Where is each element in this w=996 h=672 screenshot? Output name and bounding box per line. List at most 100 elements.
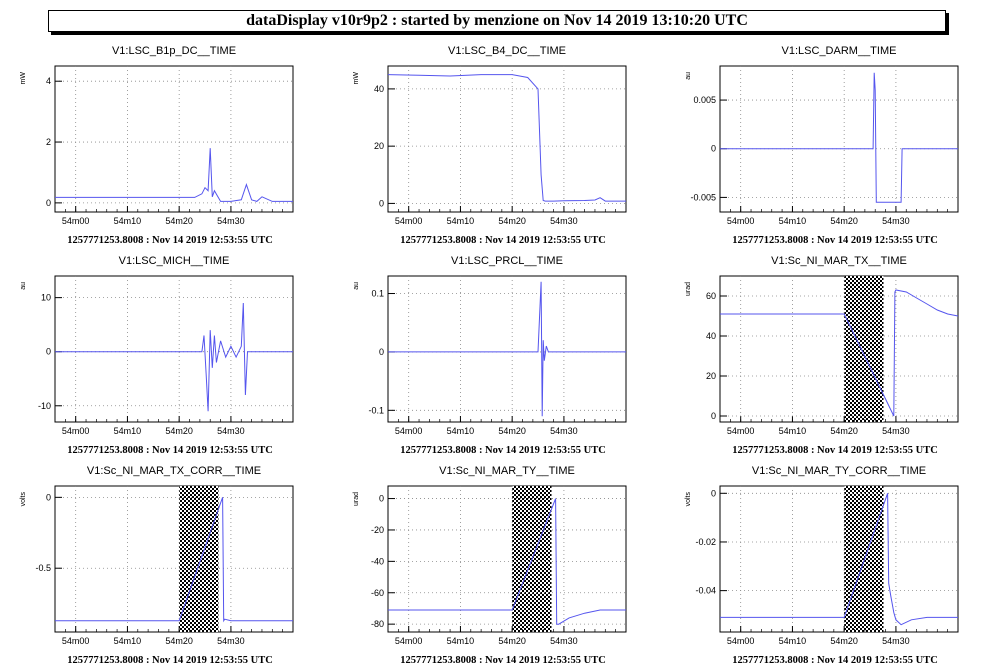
x-tick-label: 54m10 [779,636,807,646]
plot-title: V1:LSC_B1p_DC__TIME [112,45,236,57]
x-tick-label: 54m20 [165,216,193,226]
y-tick-label: 0 [379,198,384,208]
x-tick-label: 54m10 [114,426,142,436]
x-tick-label: 54m20 [165,426,193,436]
plot-frame [387,485,627,633]
y-unit-label: volts [20,492,27,507]
y-tick-label: 2 [46,137,51,147]
plot-frame [719,485,959,633]
series-trace [387,74,626,202]
y-tick-label: -80 [371,619,384,629]
plot-title: V1:LSC_PRCL__TIME [451,255,563,267]
x-tick-label: 54m20 [830,216,858,226]
panel-7: 54m00 54m10 54m20 54m30 -0.5 0 V1:Sc_NI_MAR_TX… [20,465,294,666]
x-tick-label: 54m10 [447,426,475,436]
plot-frame [54,65,294,213]
x-tick-label: 54m00 [62,426,90,436]
y-unit-label: au [353,282,360,290]
series-trace [55,497,293,623]
y-tick-label: -40 [371,556,384,566]
y-tick-label: 0 [46,347,51,357]
y-tick-label: 60 [706,291,716,301]
display-title: dataDisplay v10r9p2 : started by menzion… [48,10,946,32]
x-tick-label: 54m00 [62,636,90,646]
y-tick-label: -10 [38,401,51,411]
x-tick-label: 54m00 [395,216,423,226]
time-label: 1257771253.8008 : Nov 14 2019 12:53:55 U… [400,445,606,456]
x-tick-label: 54m10 [779,216,807,226]
y-tick-label: 20 [706,371,716,381]
x-tick-label: 54m30 [217,636,245,646]
x-tick-label: 54m30 [217,216,245,226]
x-tick-label: 54m20 [498,636,526,646]
plot-title: V1:Sc_NI_MAR_TX__TIME [771,255,907,267]
y-tick-label: -60 [371,588,384,598]
y-tick-label: 40 [374,84,384,94]
panel-2: 54m00 54m10 54m20 54m30 0 20 40 V1:LSC_B4_DC__T… [353,45,627,246]
plot-frame [719,65,959,213]
plot-title: V1:Sc_NI_MAR_TY__TIME [439,465,575,477]
x-tick-label: 54m20 [498,216,526,226]
x-tick-label: 54m30 [550,426,578,436]
data-gap [844,486,884,632]
x-tick-label: 54m30 [550,216,578,226]
x-tick-label: 54m30 [550,636,578,646]
y-tick-label: -0.005 [690,192,716,202]
x-tick-label: 54m30 [882,216,910,226]
plot-frame [54,275,294,423]
x-tick-label: 54m10 [447,636,475,646]
x-tick-label: 54m00 [727,636,755,646]
x-tick-label: 54m00 [395,636,423,646]
x-tick-label: 54m10 [447,216,475,226]
series-trace [55,302,293,412]
x-tick-label: 54m30 [882,426,910,436]
y-unit-label: au [20,282,27,290]
plot-title: V1:LSC_DARM__TIME [782,45,897,57]
time-label: 1257771253.8008 : Nov 14 2019 12:53:55 U… [67,655,273,666]
panel-3: 54m00 54m10 54m20 54m30 -0.005 0 0.005 V1:LSC_D… [685,45,959,246]
x-tick-label: 54m20 [498,426,526,436]
panel-5: 54m00 54m10 54m20 54m30 -0.1 0 0.1 V1:LSC_PRCL_… [353,255,627,456]
y-unit-label: urad [353,492,360,506]
plot-title: V1:Sc_NI_MAR_TY_CORR__TIME [752,465,926,477]
y-tick-label: 20 [374,141,384,151]
plot-frame [387,65,627,213]
y-tick-label: 4 [46,76,51,86]
y-tick-label: 0 [711,411,716,421]
y-tick-label: 0 [711,144,716,154]
y-unit-label: au [685,72,692,80]
y-tick-label: 0.1 [371,289,384,299]
plot-title: V1:LSC_B4_DC__TIME [448,45,566,57]
series-trace [388,281,626,417]
panel-8: 54m00 54m10 54m20 54m30 -80 -60 -40 -20 0 V1:Sc_N… [353,465,627,666]
y-tick-label: 0 [711,488,716,498]
plot-frame [54,485,294,633]
data-gap [844,276,884,422]
data-gap [179,486,219,632]
plot-frame [719,275,959,423]
y-tick-label: 0.005 [693,95,716,105]
series-trace [720,72,958,203]
x-tick-label: 54m10 [114,216,142,226]
y-unit-label: mW [20,72,27,85]
x-tick-label: 54m30 [217,426,245,436]
x-tick-label: 54m20 [830,426,858,436]
y-tick-label: -0.02 [695,537,716,547]
plot-frame [387,275,627,423]
y-tick-label: -0.5 [35,563,51,573]
x-tick-label: 54m20 [830,636,858,646]
x-tick-label: 54m30 [882,636,910,646]
time-label: 1257771253.8008 : Nov 14 2019 12:53:55 U… [732,445,938,456]
time-label: 1257771253.8008 : Nov 14 2019 12:53:55 U… [732,655,938,666]
series-trace [388,498,626,625]
y-tick-label: -0.1 [368,405,384,415]
x-tick-label: 54m10 [114,636,142,646]
panel-6: 54m00 54m10 54m20 54m30 0 20 40 60 V1:Sc_NI_MAR_… [685,255,959,456]
panel-9: 54m00 54m10 54m20 54m30 -0.04 -0.02 0 V1:Sc_NI_… [685,465,959,666]
series-trace [55,148,293,202]
time-label: 1257771253.8008 : Nov 14 2019 12:53:55 U… [67,445,273,456]
y-tick-label: 0 [379,494,384,504]
y-tick-label: 0 [46,492,51,502]
time-label: 1257771253.8008 : Nov 14 2019 12:53:55 U… [400,235,606,246]
